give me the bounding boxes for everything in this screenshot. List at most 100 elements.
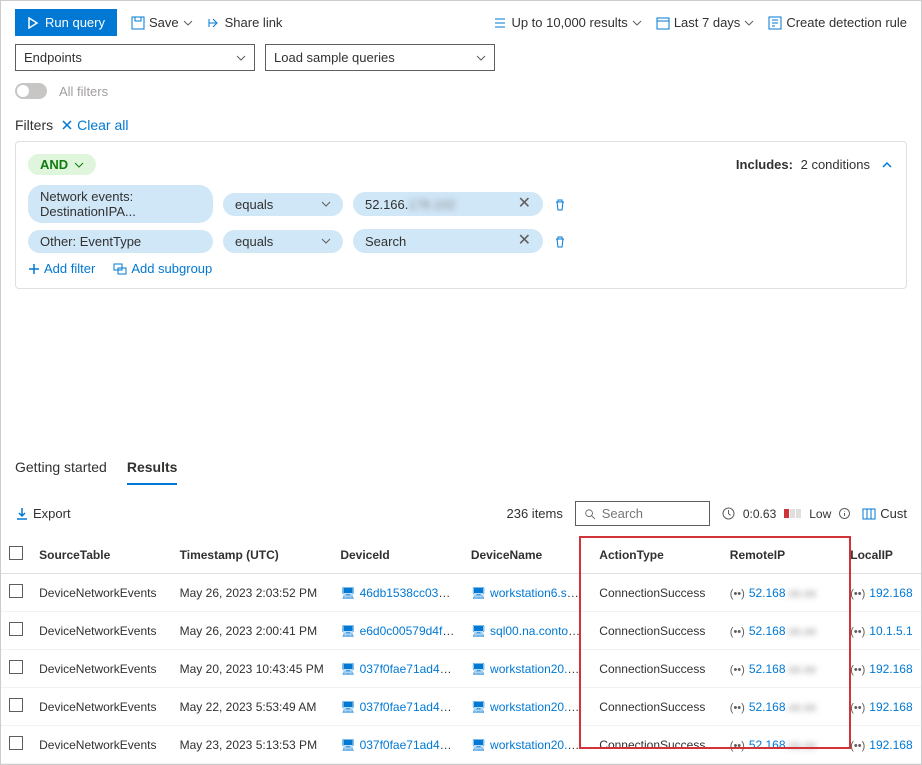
filter-op-pill[interactable]: equals: [223, 230, 343, 253]
cell-source: DeviceNetworkEvents: [31, 612, 172, 650]
filter-value-pill[interactable]: 52.166.178.102✕: [353, 192, 543, 216]
chevron-down-icon: [476, 53, 486, 63]
cell-actiontype: ConnectionSuccess: [591, 688, 721, 726]
table-row[interactable]: DeviceNetworkEvents May 20, 2023 10:43:4…: [1, 650, 921, 688]
cell-devicename[interactable]: 🖥sql00.na.contosohote...: [463, 612, 591, 650]
network-icon: (••): [730, 740, 745, 752]
cell-devicename[interactable]: 🖥workstation20.seccxp...: [463, 650, 591, 688]
select-all-checkbox[interactable]: [9, 546, 23, 560]
add-subgroup-button[interactable]: Add subgroup: [113, 261, 212, 276]
device-icon: 🖥: [471, 700, 486, 714]
table-row[interactable]: DeviceNetworkEvents May 22, 2023 5:53:49…: [1, 688, 921, 726]
col-timestamp[interactable]: Timestamp (UTC): [172, 536, 333, 574]
export-button[interactable]: Export: [15, 506, 71, 521]
clear-all-label: Clear all: [77, 117, 128, 133]
row-checkbox[interactable]: [9, 736, 23, 750]
cell-deviceid[interactable]: 🖥e6d0c00579d4f51ee1...: [332, 612, 462, 650]
col-localip[interactable]: LocalIP: [842, 536, 921, 574]
row-checkbox[interactable]: [9, 660, 23, 674]
subgroup-icon: [113, 263, 127, 275]
add-filter-button[interactable]: Add filter: [28, 261, 95, 276]
tab-results[interactable]: Results: [127, 451, 178, 485]
logic-label: AND: [40, 157, 68, 172]
all-filters-toggle[interactable]: [15, 83, 47, 99]
logic-badge[interactable]: AND: [28, 154, 96, 175]
tab-getting-started[interactable]: Getting started: [15, 451, 107, 485]
network-icon: (••): [850, 702, 865, 714]
filters-title: Filters: [15, 117, 53, 133]
filter-op-pill[interactable]: equals: [223, 193, 343, 216]
collapse-icon[interactable]: [880, 158, 894, 172]
search-box[interactable]: [575, 501, 710, 526]
cell-devicename[interactable]: 🖥workstation20.seccxp...: [463, 688, 591, 726]
cell-remoteip[interactable]: (••)52.168.xx.xx: [722, 574, 842, 612]
col-actiontype[interactable]: ActionType: [591, 536, 721, 574]
cell-localip[interactable]: (••)192.168: [842, 574, 921, 612]
col-deviceid[interactable]: DeviceId: [332, 536, 462, 574]
chevron-down-icon: [74, 160, 84, 170]
clear-all-button[interactable]: Clear all: [61, 117, 128, 133]
cell-remoteip[interactable]: (••)52.168.xx.xx: [722, 726, 842, 764]
plus-icon: [28, 263, 40, 275]
share-link-button[interactable]: Share link: [207, 15, 283, 30]
info-icon[interactable]: [839, 508, 850, 519]
cell-remoteip[interactable]: (••)52.168.xx.xx: [722, 688, 842, 726]
cell-deviceid[interactable]: 🖥037f0fae71ad4661e3...: [332, 726, 462, 764]
filter-field-pill[interactable]: Network events: DestinationIPA...: [28, 185, 213, 223]
search-input[interactable]: [602, 506, 701, 521]
time-range-button[interactable]: Last 7 days: [656, 15, 755, 30]
col-devicename[interactable]: DeviceName: [463, 536, 591, 574]
cell-devicename[interactable]: 🖥workstation6.seccxp...: [463, 574, 591, 612]
device-icon: 🖥: [471, 586, 486, 600]
cell-timestamp: May 26, 2023 2:00:41 PM: [172, 612, 333, 650]
run-query-button[interactable]: Run query: [15, 9, 117, 36]
cell-actiontype: ConnectionSuccess: [591, 612, 721, 650]
cell-deviceid[interactable]: 🖥46db1538cc03d01ed...: [332, 574, 462, 612]
row-checkbox[interactable]: [9, 584, 23, 598]
network-icon: (••): [730, 626, 745, 638]
table-row[interactable]: DeviceNetworkEvents May 26, 2023 2:00:41…: [1, 612, 921, 650]
row-checkbox[interactable]: [9, 698, 23, 712]
device-icon: 🖥: [340, 586, 355, 600]
row-checkbox[interactable]: [9, 622, 23, 636]
delete-filter-button[interactable]: [553, 233, 567, 249]
cell-localip[interactable]: (••)192.168: [842, 726, 921, 764]
endpoints-dropdown[interactable]: Endpoints: [15, 44, 255, 71]
device-icon: 🖥: [471, 624, 486, 638]
cell-timestamp: May 26, 2023 2:03:52 PM: [172, 574, 333, 612]
cell-deviceid[interactable]: 🖥037f0fae71ad4661e3...: [332, 688, 462, 726]
clear-value-button[interactable]: ✕: [518, 233, 531, 249]
cell-remoteip[interactable]: (••)52.168.xx.xx: [722, 612, 842, 650]
export-label: Export: [33, 506, 71, 521]
create-rule-button[interactable]: Create detection rule: [768, 15, 907, 30]
filter-value-pill[interactable]: Search✕: [353, 229, 543, 253]
sample-queries-dropdown[interactable]: Load sample queries: [265, 44, 495, 71]
cell-localip[interactable]: (••)192.168: [842, 650, 921, 688]
network-icon: (••): [850, 626, 865, 638]
cell-remoteip[interactable]: (••)52.168.xx.xx: [722, 650, 842, 688]
columns-icon: [862, 507, 876, 521]
cell-deviceid[interactable]: 🖥037f0fae71ad4661e3...: [332, 650, 462, 688]
cell-actiontype: ConnectionSuccess: [591, 574, 721, 612]
table-row[interactable]: DeviceNetworkEvents May 26, 2023 2:03:52…: [1, 574, 921, 612]
device-icon: 🖥: [340, 700, 355, 714]
cell-timestamp: May 22, 2023 5:53:49 AM: [172, 688, 333, 726]
results-limit-button[interactable]: Up to 10,000 results: [493, 15, 641, 30]
save-button[interactable]: Save: [131, 15, 193, 30]
col-remoteip[interactable]: RemoteIP: [722, 536, 842, 574]
perf-indicator: [784, 509, 801, 518]
clock-icon: [722, 507, 735, 520]
elapsed-label: 0:0.63: [743, 507, 776, 521]
filter-card: AND Includes: 2 conditions Network event…: [15, 141, 907, 289]
delete-filter-button[interactable]: [553, 196, 567, 212]
filter-field-pill[interactable]: Other: EventType: [28, 230, 213, 253]
cell-source: DeviceNetworkEvents: [31, 688, 172, 726]
col-source[interactable]: SourceTable: [31, 536, 172, 574]
customize-button[interactable]: Cust: [862, 506, 907, 521]
cell-localip[interactable]: (••)192.168: [842, 688, 921, 726]
results-limit-label: Up to 10,000 results: [511, 15, 627, 30]
table-row[interactable]: DeviceNetworkEvents May 23, 2023 5:13:53…: [1, 726, 921, 764]
cell-localip[interactable]: (••)10.1.5.1: [842, 612, 921, 650]
clear-value-button[interactable]: ✕: [518, 196, 531, 212]
cell-devicename[interactable]: 🖥workstation20.seccxp...: [463, 726, 591, 764]
